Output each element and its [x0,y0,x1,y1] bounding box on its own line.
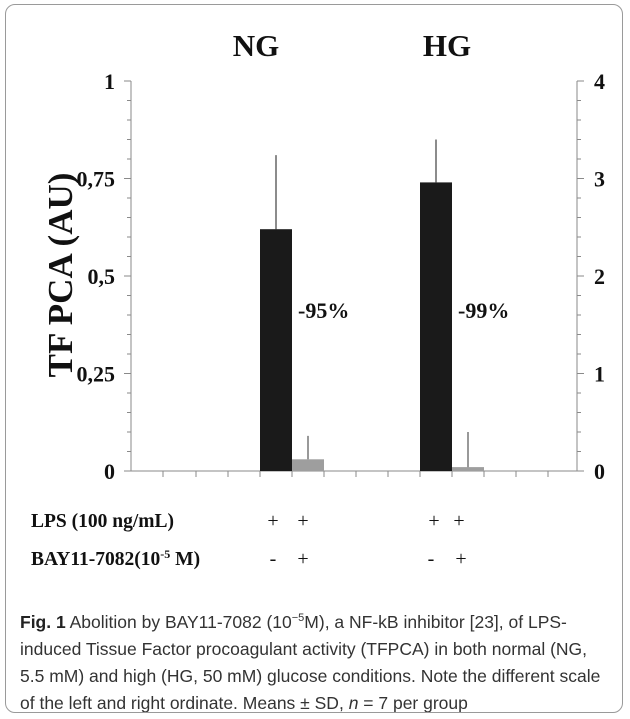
row-label-lps: LPS (100 ng/mL) [31,511,174,532]
row-mark-bay-3: - [428,548,435,570]
y-tick-label-right: 0 [594,459,605,484]
y-tick-label-left: 0 [104,459,115,484]
group-label-hg: HG [423,28,471,63]
bar-ng-lps-bay [292,459,324,471]
group-label-ng: NG [233,28,280,63]
row-mark-lps-1: + [267,510,278,532]
annotation-ng: -95% [298,298,349,323]
chart-bars [260,139,484,471]
row-mark-lps-2: + [297,510,308,532]
y-tick-label-left: 0,75 [77,167,116,192]
row-mark-bay-4: + [455,548,466,570]
y-tick-label-left: 0,25 [77,362,116,387]
y-tick-label-right: 4 [594,69,605,94]
figure-label: Fig. 1 [20,611,66,632]
figure-frame: 0 0,25 0,5 0,75 1 0 1 2 3 4 NG HG TF PCA (AU) -95… [5,4,623,713]
caption-text-2: M), a NF-kB inhibitor [23], of LPS-induc… [20,611,601,713]
row-mark-bay-1: - [270,548,277,570]
chart-labels: NG HG TF PCA (AU) -95% -99% LPS (100 ng/… [31,28,509,570]
row-label-bay: BAY11-7082(10-5 M) [31,547,200,570]
row-mark-lps-3: + [428,510,439,532]
bar-hg-lps [420,182,452,471]
y-tick-label-right: 2 [594,264,605,289]
y-tick-label-left: 0,5 [88,264,116,289]
y-tick-label-right: 3 [594,167,605,192]
figure-caption: Fig. 1 Abolition by BAY11-7082 (10−5M), … [20,605,615,713]
bar-hg-lps-bay [452,467,484,471]
y-axis-label: TF PCA (AU) [41,173,80,378]
caption-superscript: −5 [291,612,305,624]
chart-axes: 0 0,25 0,5 0,75 1 0 1 2 3 4 [77,69,606,484]
caption-text-1: Abolition by BAY11-7082 (10 [69,611,292,632]
y-tick-label-left: 1 [104,69,115,94]
bar-ng-lps [260,229,292,471]
bar-chart: 0 0,25 0,5 0,75 1 0 1 2 3 4 NG HG TF PCA (AU) -95… [31,28,606,570]
y-tick-label-right: 1 [594,362,605,387]
caption-text-3: = 7 per group [358,692,468,713]
caption-n: n [348,692,359,713]
annotation-hg: -99% [458,298,509,323]
row-mark-lps-4: + [453,510,464,532]
row-mark-bay-2: + [297,548,308,570]
